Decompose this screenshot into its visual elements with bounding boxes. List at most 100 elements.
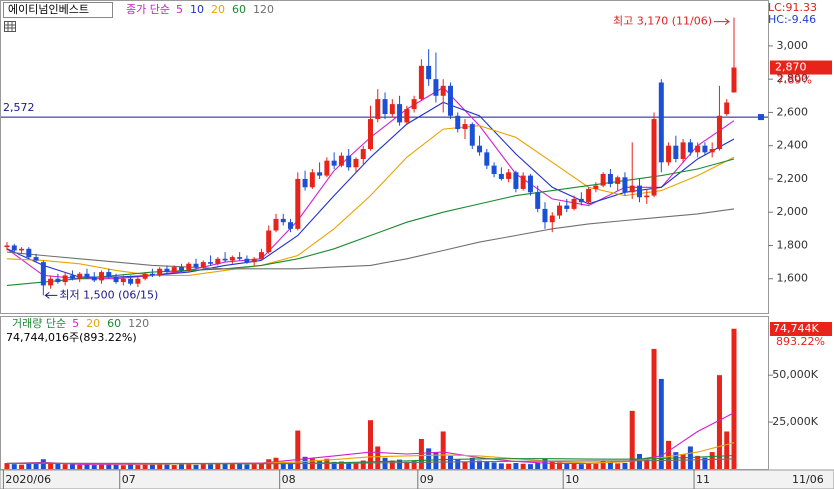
candle-body (636, 185, 642, 198)
candle-body (200, 262, 206, 268)
candle-body (258, 252, 264, 259)
candle-body (149, 273, 155, 276)
volume-bar (375, 446, 381, 469)
volume-bar (491, 462, 497, 469)
candle-body (99, 272, 105, 281)
volume-bar (244, 464, 250, 469)
candle-body (404, 109, 410, 123)
moving-average (6, 125, 735, 276)
volume-bar (84, 464, 90, 469)
candle-body (135, 278, 141, 284)
candle-body (527, 175, 533, 193)
volume-bar (346, 462, 352, 469)
volume-bar (193, 464, 199, 469)
volume-bar (40, 459, 46, 469)
candle-body (673, 145, 679, 159)
legend-entry: 20 (86, 317, 100, 330)
candle-body (237, 257, 243, 259)
candle-body (164, 268, 170, 273)
reference-label: 2,572 (3, 101, 35, 114)
candle-body (324, 160, 330, 176)
candle-body (484, 152, 490, 166)
volume-bar (578, 464, 584, 469)
candle-body (382, 99, 388, 115)
legend-entry: 60 (107, 317, 121, 330)
volume-bar (353, 462, 359, 469)
low-annotation: 최저 1,500 (06/15) (59, 288, 158, 301)
volume-bar (62, 464, 68, 469)
candle-body (397, 104, 403, 123)
candle-body (447, 85, 453, 116)
candle-body (644, 195, 650, 198)
candle-body (338, 155, 344, 166)
legend-entry: 20 (211, 3, 225, 16)
candle-body (731, 67, 737, 93)
volume-bar (397, 459, 403, 469)
candle-body (418, 65, 424, 100)
candle-body (709, 149, 715, 153)
x-tick-label: 10 (565, 473, 579, 486)
candle-body (33, 257, 39, 261)
x-tick-label: 11 (696, 473, 710, 486)
candle-body (411, 99, 417, 110)
last-date-label: 11/06 (792, 473, 824, 486)
volume-bar (404, 461, 410, 469)
volume-bar (636, 453, 642, 469)
candle-body (724, 102, 730, 115)
candle-body (157, 268, 163, 276)
candle-body (295, 178, 301, 229)
hc-label: HC:-9.46 (768, 13, 816, 26)
candle-body (62, 275, 68, 283)
volume-bar (128, 464, 134, 469)
y-tick-label: 1,600 (777, 272, 809, 285)
volume-bar (200, 463, 206, 469)
volume-bar (724, 431, 730, 469)
y-tick-label: 1,800 (777, 238, 809, 251)
x-tick-label: 09 (420, 473, 434, 486)
candle-body (658, 82, 664, 163)
candle-body (469, 124, 475, 146)
candle-body (77, 273, 83, 279)
candle-body (615, 177, 621, 184)
candle-body (433, 79, 439, 96)
volume-bar (229, 464, 235, 469)
candle-body (302, 178, 308, 188)
volume-bar (280, 461, 286, 469)
volume-bar (33, 463, 39, 469)
candle-body (215, 258, 221, 264)
volume-bar (498, 463, 504, 469)
moving-average (6, 101, 735, 278)
y-tick-label: 2,800 (777, 72, 809, 85)
candle-body (171, 267, 177, 273)
candle-body (520, 175, 526, 189)
moving-average (6, 208, 735, 270)
candle-body (208, 262, 214, 264)
volume-bar (120, 465, 126, 469)
candle-body (702, 145, 708, 153)
volume-bar (368, 420, 373, 469)
reference-marker (758, 114, 764, 121)
volume-bar (295, 430, 301, 469)
y-tick-label: 2,600 (777, 105, 809, 118)
volume-bar (149, 464, 155, 469)
volume-bar (208, 464, 214, 469)
volume-bar (19, 464, 25, 469)
candle-body (622, 177, 628, 193)
candle-body (629, 185, 635, 193)
candle-body (557, 205, 563, 216)
candle-body (491, 165, 497, 174)
candle-body (19, 248, 25, 251)
candle-body (222, 258, 228, 261)
candle-body (695, 145, 701, 153)
volume-bar (542, 458, 548, 469)
candle-body (535, 192, 541, 209)
candle-body (280, 218, 286, 223)
volume-bar (164, 464, 170, 469)
candle-body (244, 258, 250, 263)
volume-bar (513, 462, 519, 469)
volume-bar (549, 461, 555, 469)
volume-bar (506, 463, 512, 469)
candle-body (317, 172, 323, 176)
volume-legend-label: 거래량 단순 (12, 317, 66, 330)
